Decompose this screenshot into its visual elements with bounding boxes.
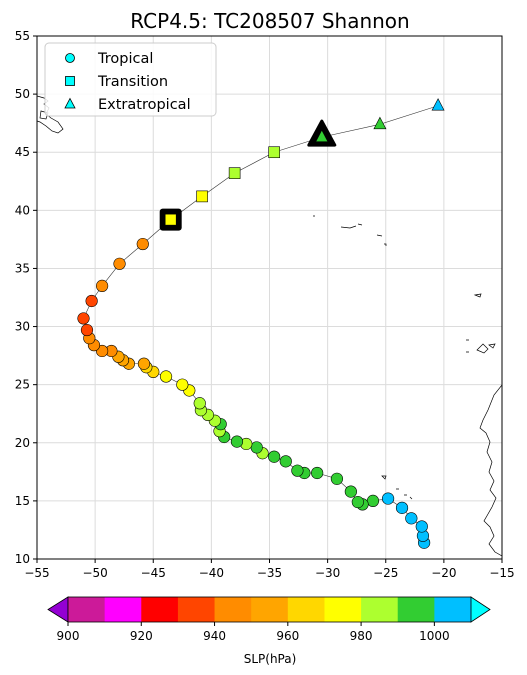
coastline-africa xyxy=(479,384,502,557)
colorbar-segment xyxy=(434,597,472,622)
data-point-tropical xyxy=(95,279,109,292)
data-point-tropical xyxy=(395,501,409,514)
highlights xyxy=(159,119,337,231)
colorbar-tick-label: 900 xyxy=(57,629,80,643)
y-tick-label: 50 xyxy=(15,87,30,101)
colorbar-segment xyxy=(397,597,435,622)
colorbar-tick-label: 960 xyxy=(276,629,299,643)
colorbar-extend-over xyxy=(470,596,491,623)
y-tick-label: 40 xyxy=(15,203,30,217)
x-tick-label: −55 xyxy=(24,566,49,580)
colorbar-segment xyxy=(177,597,216,622)
colorbar-label: SLP(hPa) xyxy=(244,652,297,666)
data-point-tropical xyxy=(136,237,149,251)
coastline-islands-azores xyxy=(313,215,387,246)
x-tick-label: −40 xyxy=(199,566,224,580)
data-point-tropical xyxy=(405,512,418,525)
colorbar-extend-under xyxy=(47,596,69,623)
data-point-tropical xyxy=(159,370,173,383)
colorbar-frame xyxy=(67,596,472,623)
data-point-tropical xyxy=(351,495,364,509)
grid xyxy=(36,35,503,560)
colorbar-tick-label: 980 xyxy=(350,629,373,643)
data-point-tropical xyxy=(77,312,90,325)
data-point-extratropical xyxy=(373,116,387,130)
data-point-tropical xyxy=(381,492,395,505)
x-tick-label: −35 xyxy=(257,566,282,580)
data-point-tropical xyxy=(291,464,304,477)
x-tick-label: −50 xyxy=(82,566,107,580)
legend-label: Tropical xyxy=(97,51,153,67)
y-tick-label: 10 xyxy=(15,552,30,566)
data-point-tropical xyxy=(137,357,151,370)
y-tick-label: 25 xyxy=(15,378,30,392)
data-point-tropical xyxy=(330,472,344,485)
colorbar-segment xyxy=(324,597,362,622)
coastlines xyxy=(37,95,502,557)
plot-area: −55 −50 −45 −40 −35 −30 −25 −20 −15 10 15 20 25 30 35 4… xyxy=(15,29,515,580)
coastline-island xyxy=(473,293,482,298)
data-point-tropical xyxy=(230,435,244,448)
coastline-islands-canary xyxy=(466,339,496,354)
y-tick-label: 45 xyxy=(15,145,30,159)
colorbar-segment xyxy=(251,597,289,622)
data-point-transition xyxy=(268,146,280,159)
data-point-tropical xyxy=(85,294,98,308)
data-point-transition xyxy=(196,190,208,203)
colorbar-segment xyxy=(287,597,325,622)
colorbar-tick-label: 1000 xyxy=(419,629,450,643)
data-point-tropical xyxy=(268,450,281,463)
ticks: −55 −50 −45 −40 −35 −30 −25 −20 −15 10 15 20 25 30 35 4… xyxy=(15,29,515,580)
data-point-tropical xyxy=(193,397,206,410)
legend-label: Extratropical xyxy=(98,97,191,113)
legend: Tropical Transition Extratropical xyxy=(44,42,217,117)
colorbar-segment xyxy=(361,597,399,622)
data-point-tropical xyxy=(176,378,189,391)
data-point-tropical xyxy=(113,257,126,270)
colorbar-segment xyxy=(214,597,252,622)
x-tick-label: −30 xyxy=(315,566,340,580)
data-point-tropical xyxy=(250,441,263,454)
data-point-tropical xyxy=(415,520,428,533)
data-point-tropical xyxy=(366,494,380,507)
coastline-islands-capeverde xyxy=(381,475,413,501)
data-point-tropical xyxy=(344,485,357,498)
track-points xyxy=(77,98,445,549)
data-point-transition xyxy=(228,167,241,179)
x-tick-label: −15 xyxy=(489,566,514,580)
data-point-tropical xyxy=(279,455,292,468)
y-tick-label: 20 xyxy=(15,436,30,450)
colorbar-tick-label: 940 xyxy=(203,629,226,643)
y-tick-label: 30 xyxy=(15,320,30,334)
data-point-extratropical xyxy=(315,129,329,142)
x-tick-label: −20 xyxy=(431,566,456,580)
colorbar-segment xyxy=(104,597,142,622)
x-tick-label: −45 xyxy=(141,566,166,580)
legend-label: Transition xyxy=(97,74,168,90)
data-point-tropical xyxy=(311,466,324,480)
data-point-extratropical xyxy=(431,98,445,111)
x-tick-label: −25 xyxy=(373,566,398,580)
data-point-transition xyxy=(164,213,177,226)
colorbar: 900 920 940 960 980 1000 SLP(hPa) xyxy=(47,596,491,666)
data-point-tropical xyxy=(80,323,94,337)
legend-marker-circle xyxy=(65,53,75,63)
track-line xyxy=(83,105,439,543)
colorbar-tick-label: 920 xyxy=(130,629,153,643)
y-tick-label: 15 xyxy=(15,494,30,508)
y-tick-label: 55 xyxy=(15,29,30,43)
legend-marker-triangle xyxy=(64,97,76,109)
legend-marker-square xyxy=(65,76,75,86)
legend-frame xyxy=(44,42,217,117)
colorbar-segment xyxy=(68,597,106,622)
colorbar-segment xyxy=(141,597,179,622)
chart-title: RCP4.5: TC208507 Shannon xyxy=(130,9,409,33)
y-tick-label: 35 xyxy=(15,261,30,275)
